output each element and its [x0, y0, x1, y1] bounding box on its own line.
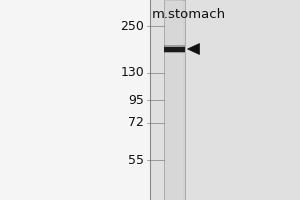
Bar: [165, 0, 183, 200]
Bar: [164, 46, 184, 51]
Text: 130: 130: [120, 66, 144, 79]
Text: 250: 250: [120, 20, 144, 32]
Bar: [164, 45, 184, 47]
Bar: [164, 0, 184, 200]
Text: 95: 95: [128, 94, 144, 106]
Text: 72: 72: [128, 116, 144, 130]
Bar: [150, 0, 300, 200]
Bar: [164, 50, 184, 53]
Polygon shape: [188, 44, 200, 54]
Text: 55: 55: [128, 154, 144, 166]
Text: m.stomach: m.stomach: [152, 8, 226, 21]
